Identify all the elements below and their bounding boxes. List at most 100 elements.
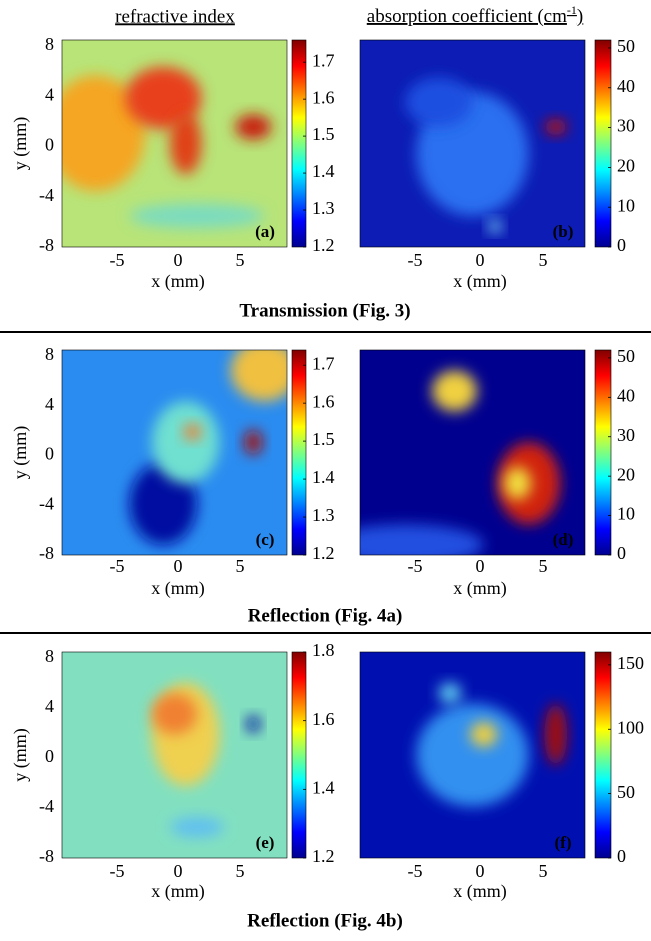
x-tick-label: 0 xyxy=(476,556,485,576)
x-axis-label: x (mm) xyxy=(453,578,507,599)
caption: Reflection (Fig. 4a) xyxy=(248,605,403,626)
heatmap-image xyxy=(62,350,287,555)
heatmap-blob xyxy=(129,203,265,229)
colorbar-tick-label: 50 xyxy=(617,782,635,802)
colorbar-tick-label: 50 xyxy=(617,346,635,366)
heatmap-image xyxy=(360,350,585,555)
colorbar-tick-label: 1.3 xyxy=(312,505,335,525)
colorbar-tick-label: 30 xyxy=(617,116,635,136)
x-tick-label: 5 xyxy=(236,250,245,270)
heatmap xyxy=(359,39,586,248)
colorbar xyxy=(594,39,612,248)
panel-frame xyxy=(359,651,586,859)
panel-frame xyxy=(61,349,288,556)
x-tick-label: 5 xyxy=(539,861,548,881)
colorbar xyxy=(291,39,307,248)
y-tick-label: -8 xyxy=(39,846,54,866)
x-tick-label: 5 xyxy=(236,861,245,881)
colorbar-tick-label: 100 xyxy=(617,717,644,737)
x-tick-label: -5 xyxy=(110,250,125,270)
x-tick-label: 5 xyxy=(539,556,548,576)
colorbar-tick-label: 1.7 xyxy=(312,353,335,373)
colorbar-tick-label: 1.2 xyxy=(312,846,335,866)
y-tick-label: 8 xyxy=(45,34,54,54)
x-tick-label: -5 xyxy=(408,861,423,881)
column-header: absorption coefficient (cm-1) xyxy=(367,3,583,28)
column-header: refractive index xyxy=(115,6,235,27)
heatmap-blob xyxy=(152,401,220,484)
colorbar-tick-label: 1.6 xyxy=(312,391,335,411)
colorbar-tick-label: 0 xyxy=(617,543,626,563)
colorbar xyxy=(291,349,307,556)
colorbar-tick-label: 1.5 xyxy=(312,429,335,449)
x-tick-label: 0 xyxy=(174,556,183,576)
panel-label: (d) xyxy=(553,530,574,549)
heatmap-image xyxy=(360,40,585,247)
panel-frame xyxy=(61,39,288,248)
colorbar-tick-label: 20 xyxy=(617,156,635,176)
x-tick-label: 0 xyxy=(476,861,485,881)
colorbar-tick-label: 1.6 xyxy=(312,87,335,107)
y-tick-label: 0 xyxy=(45,444,54,464)
heatmap-blob xyxy=(183,423,202,441)
colorbar-tick-label: 150 xyxy=(617,653,644,673)
colorbar-tick-label: 1.4 xyxy=(312,467,335,487)
colorbar-tick-label: 50 xyxy=(617,36,635,56)
y-tick-label: 4 xyxy=(45,394,54,414)
heatmap-image xyxy=(62,652,287,858)
colorbar-tick-label: 0 xyxy=(617,235,626,255)
colorbar-tick-label: 1.7 xyxy=(312,50,335,70)
heatmap-blob xyxy=(360,524,484,555)
colorbar-tick-label: 1.3 xyxy=(312,198,335,218)
x-tick-label: 0 xyxy=(174,861,183,881)
colorbar xyxy=(594,651,612,859)
heatmap-blob xyxy=(246,715,260,733)
x-axis-label: x (mm) xyxy=(151,271,205,292)
y-tick-label: -4 xyxy=(39,796,54,816)
heatmap-image xyxy=(360,652,585,858)
y-tick-label: 4 xyxy=(45,696,54,716)
heatmap-image xyxy=(62,40,287,247)
heatmap-blob xyxy=(438,682,462,704)
heatmap-blob xyxy=(504,466,531,500)
colorbar-tick-label: 1.2 xyxy=(312,543,335,563)
colorbar-tick-label: 1.8 xyxy=(312,640,335,660)
y-axis-label: y (mm) xyxy=(10,426,31,480)
panel-frame xyxy=(359,349,586,556)
x-tick-label: 0 xyxy=(174,250,183,270)
y-tick-label: -8 xyxy=(39,235,54,255)
heatmap-blob xyxy=(432,370,477,412)
y-tick-label: 8 xyxy=(45,344,54,364)
colorbar xyxy=(594,349,612,556)
header-sup: -1 xyxy=(567,3,577,17)
heatmap xyxy=(61,39,288,248)
colorbar-tick-label: 10 xyxy=(617,195,635,215)
heatmap xyxy=(359,651,586,859)
panel-label: (e) xyxy=(256,833,275,852)
heatmap-blob xyxy=(235,114,272,140)
heatmap-blob xyxy=(544,118,567,136)
colorbar-tick-label: 20 xyxy=(617,464,635,484)
x-tick-label: -5 xyxy=(408,556,423,576)
x-axis-label: x (mm) xyxy=(453,271,507,292)
colorbar xyxy=(291,651,307,859)
colorbar-tick-label: 1.2 xyxy=(312,235,335,255)
x-axis-label: x (mm) xyxy=(151,881,205,902)
colorbar-tick-label: 40 xyxy=(617,385,635,405)
panel-label: (b) xyxy=(553,222,574,241)
colorbar-tick-label: 10 xyxy=(617,504,635,524)
heatmap xyxy=(61,651,288,859)
x-tick-label: -5 xyxy=(110,861,125,881)
heatmap-blob xyxy=(62,75,146,192)
x-axis-label: x (mm) xyxy=(453,881,507,902)
y-tick-label: 0 xyxy=(45,135,54,155)
colorbar-tick-label: 1.4 xyxy=(312,777,335,797)
heatmap-blob xyxy=(170,816,224,838)
caption: Reflection (Fig. 4b) xyxy=(247,910,403,931)
header-text: absorption coefficient (cm xyxy=(367,6,567,27)
colorbar-tick-label: 30 xyxy=(617,425,635,445)
colorbar-tick-label: 0 xyxy=(617,846,626,866)
x-tick-label: -5 xyxy=(110,556,125,576)
panel-label: (f) xyxy=(555,833,572,852)
